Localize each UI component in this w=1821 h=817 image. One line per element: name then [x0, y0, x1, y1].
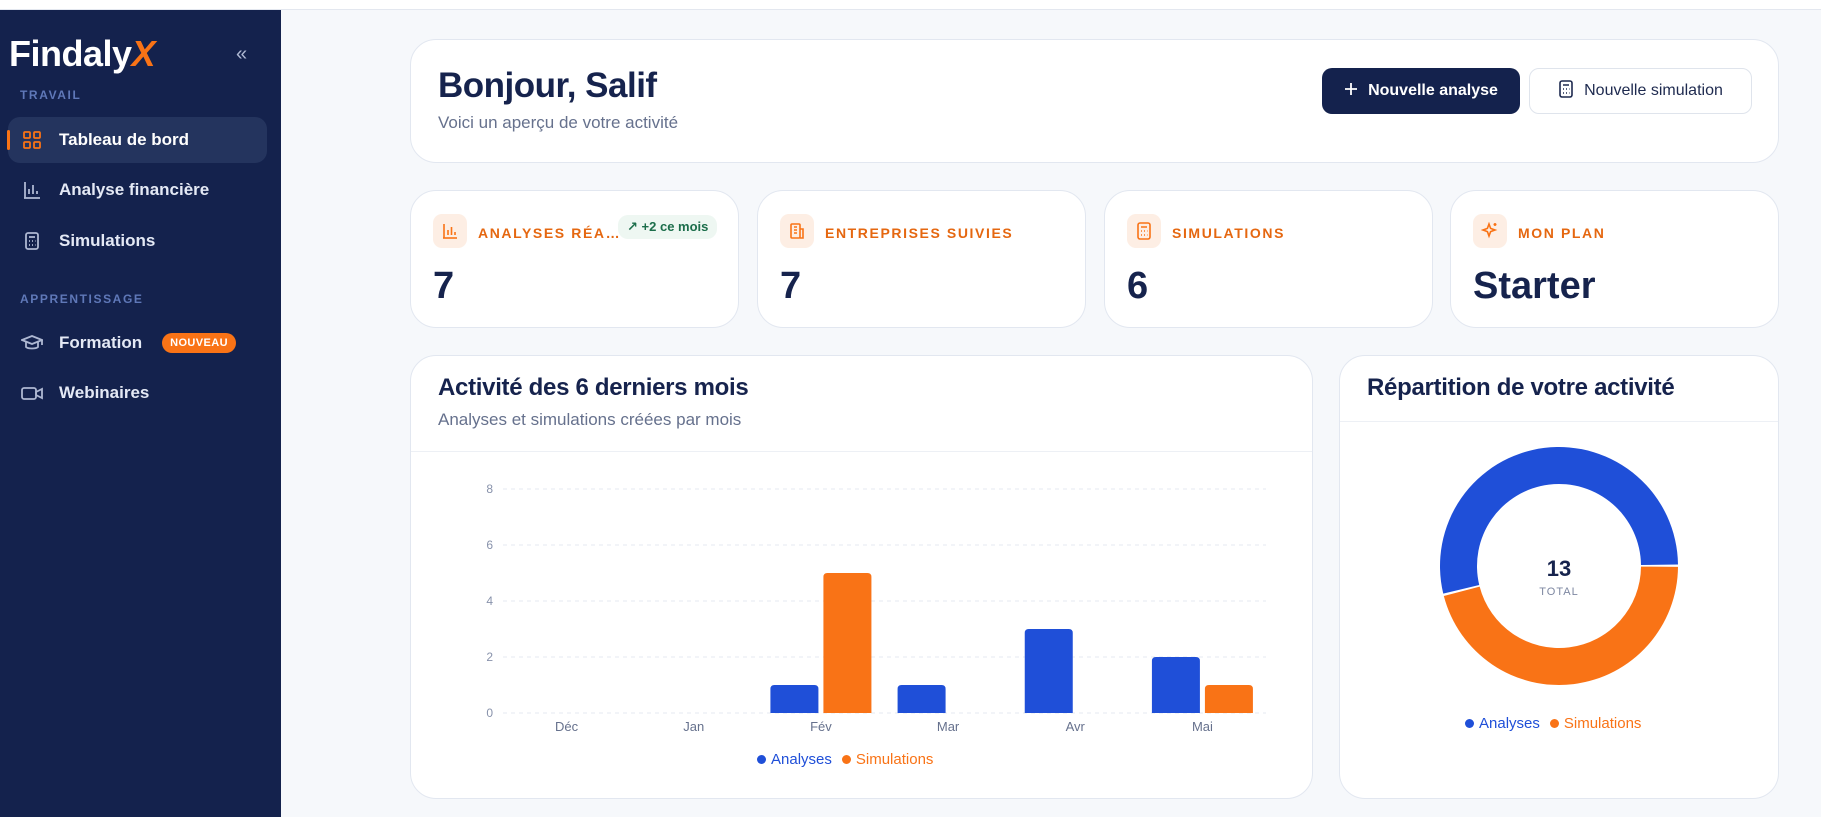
legend-label: Simulations [855, 751, 934, 768]
stat-value: 7 [433, 265, 455, 307]
section-label-apprentissage: APPRENTISSAGE [20, 292, 144, 306]
new-simulation-button[interactable]: Nouvelle simulation [1529, 68, 1752, 114]
sidebar-item-webinaires[interactable]: Webinaires [8, 370, 267, 416]
y-tick-label: 8 [486, 482, 493, 496]
stat-card-entreprises: ENTREPRISES SUIVIES 7 [757, 190, 1086, 328]
stat-card-analyses: ANALYSES RÉA… ↗ +2 ce mois 7 [410, 190, 739, 328]
page-title: Bonjour, Salif [438, 66, 657, 105]
sidebar-item-label: Simulations [59, 231, 156, 250]
distribution-donut-chart [1440, 447, 1678, 686]
building-icon [780, 214, 814, 248]
legend-item-simulations: Simulations [1549, 715, 1642, 732]
sparkle-icon [1473, 214, 1507, 248]
y-tick-label: 2 [486, 650, 493, 664]
x-tick-label: Fév [810, 719, 832, 734]
legend-dot [757, 755, 766, 764]
x-tick-label: Mai [1192, 719, 1213, 734]
sidebar-item-simulations[interactable]: Simulations [8, 218, 267, 264]
x-tick-label: Déc [555, 719, 579, 734]
new-analysis-button[interactable]: Nouvelle analyse [1322, 68, 1520, 114]
legend-label: Simulations [1563, 715, 1642, 732]
stat-title: SIMULATIONS [1172, 225, 1286, 241]
section-label-travail: TRAVAIL [20, 88, 82, 102]
donut-total-label: TOTAL [1539, 586, 1579, 598]
sidebar: FindalyX « TRAVAIL Tableau de bord Analy… [0, 10, 281, 817]
sidebar-item-label: Formation [59, 333, 143, 352]
trend-up-icon: ↗ [627, 219, 638, 234]
y-tick-label: 0 [486, 706, 493, 720]
legend-dot [1549, 719, 1559, 728]
video-icon [20, 381, 44, 405]
sidebar-item-label: Analyse financière [59, 180, 210, 199]
brand-logo[interactable]: FindalyX [9, 33, 156, 75]
donut-legend: Analyses Simulations [1465, 715, 1641, 732]
chart-subtitle: Analyses et simulations créées par mois [438, 410, 742, 429]
legend-label: Analyses [1479, 715, 1540, 732]
bar-chart-icon [20, 178, 44, 202]
legend-item-analyses: Analyses [757, 751, 832, 768]
y-tick-label: 6 [486, 538, 493, 552]
x-tick-label: Mar [937, 719, 960, 734]
sidebar-item-label: Tableau de bord [59, 130, 190, 149]
stat-value: 6 [1127, 265, 1149, 307]
bar-chart-icon [433, 214, 467, 248]
graduation-cap-icon [20, 331, 44, 355]
sidebar-item-formation[interactable]: Formation NOUVEAU [8, 320, 267, 366]
card-divider [411, 451, 1312, 452]
x-tick-label: Avr [1066, 719, 1086, 734]
trend-text: +2 ce mois [641, 219, 709, 234]
donut-slice-analyses[interactable] [1440, 447, 1678, 594]
calculator-icon [1127, 214, 1161, 248]
top-bar [0, 0, 1821, 10]
bar-analyses-3[interactable] [897, 685, 946, 713]
legend-dot [841, 755, 851, 764]
calculator-icon [1558, 79, 1574, 103]
donut-slice-simulations[interactable] [1443, 566, 1678, 686]
calculator-icon [20, 229, 44, 253]
bar-analyses-4[interactable] [1024, 629, 1073, 713]
bar-simulations-5[interactable] [1204, 685, 1253, 713]
plus-icon [1344, 82, 1358, 101]
stat-title: ENTREPRISES SUIVIES [825, 225, 1014, 241]
stat-value: 7 [780, 265, 802, 307]
legend-label: Analyses [771, 751, 832, 768]
card-divider [1340, 421, 1778, 422]
sidebar-item-tableau-de-bord[interactable]: Tableau de bord [7, 117, 267, 163]
grid-icon [20, 128, 44, 152]
activity-bar-chart: 0 2 4 6 8 Déc Jan Fév Mar Avr Mai [486, 482, 1266, 734]
distribution-card: Répartition de votre activité 13 TOTAL A… [1339, 355, 1779, 799]
legend-item-simulations: Simulations [841, 751, 934, 768]
page-subtitle: Voici un aperçu de votre activité [438, 113, 679, 132]
collapse-sidebar-icon[interactable]: « [236, 43, 248, 65]
new-analysis-label: Nouvelle analyse [1368, 82, 1498, 99]
stat-value: Starter [1473, 265, 1596, 307]
bar-analyses-5[interactable] [1151, 657, 1200, 713]
x-tick-label: Jan [683, 719, 704, 734]
legend-dot [1465, 719, 1474, 728]
legend-item-analyses: Analyses [1465, 715, 1540, 732]
trend-badge: ↗ +2 ce mois [618, 215, 718, 239]
chart-title: Activité des 6 derniers mois [438, 374, 749, 401]
sidebar-item-analyse-financiere[interactable]: Analyse financière [8, 167, 267, 213]
sidebar-item-label: Webinaires [59, 383, 150, 402]
greeting-card: Bonjour, Salif Voici un aperçu de votre … [410, 39, 1779, 163]
bar-simulations-2[interactable] [823, 573, 872, 713]
activity-chart-card: Activité des 6 derniers mois Analyses et… [410, 355, 1313, 799]
new-badge: NOUVEAU [162, 333, 236, 353]
donut-total-value: 13 [1546, 556, 1572, 581]
brand-accent: X [131, 33, 156, 74]
new-simulation-label: Nouvelle simulation [1584, 82, 1723, 99]
stat-card-simulations: SIMULATIONS 6 [1104, 190, 1433, 328]
bar-analyses-2[interactable] [770, 685, 819, 713]
chart-legend: Analyses Simulations [757, 751, 933, 768]
distribution-title: Répartition de votre activité [1367, 374, 1675, 401]
brand-name: Findaly [9, 33, 132, 74]
stat-card-plan: MON PLAN Starter [1450, 190, 1779, 328]
stat-title: ANALYSES RÉA… [478, 225, 622, 241]
stat-title: MON PLAN [1518, 225, 1606, 241]
y-tick-label: 4 [486, 594, 493, 608]
